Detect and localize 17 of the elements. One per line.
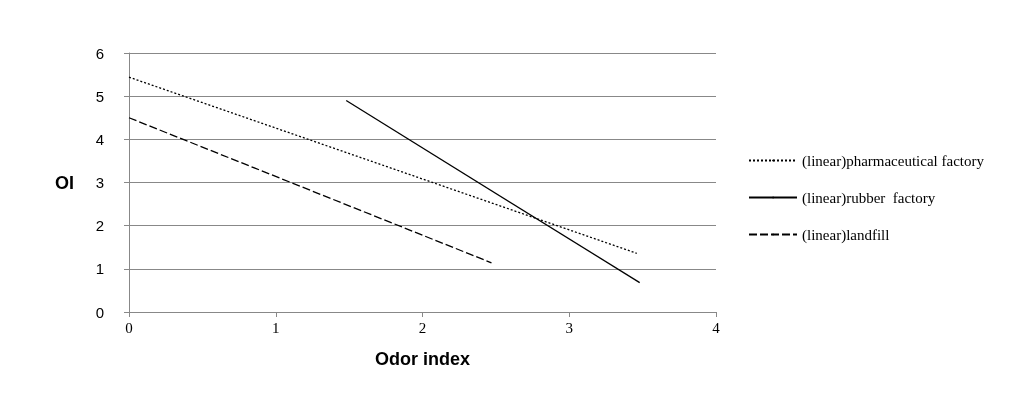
y-tick-label: 2	[95, 217, 104, 235]
x-tick-label: 3	[565, 319, 573, 336]
y-tick-label: 6	[95, 44, 104, 62]
x-axis-title: Odor index	[374, 349, 471, 369]
legend-label: (linear)landfill	[802, 226, 890, 244]
y-tick-label: 0	[95, 303, 104, 321]
legend-label: (linear)rubber factory	[802, 189, 936, 207]
legend-label: (linear)pharmaceutical factory	[802, 152, 985, 170]
x-tick-label: 4	[712, 319, 721, 336]
y-tick-label: 1	[95, 260, 104, 278]
y-axis-title: OI	[54, 172, 74, 193]
y-tick-label: 3	[95, 174, 104, 191]
y-tick-label: 4	[95, 130, 104, 148]
y-tick-label: 5	[95, 87, 104, 105]
x-tick-label: 2	[418, 319, 427, 336]
x-tick-label: 0	[125, 319, 133, 336]
x-tick-label: 1	[272, 319, 280, 336]
